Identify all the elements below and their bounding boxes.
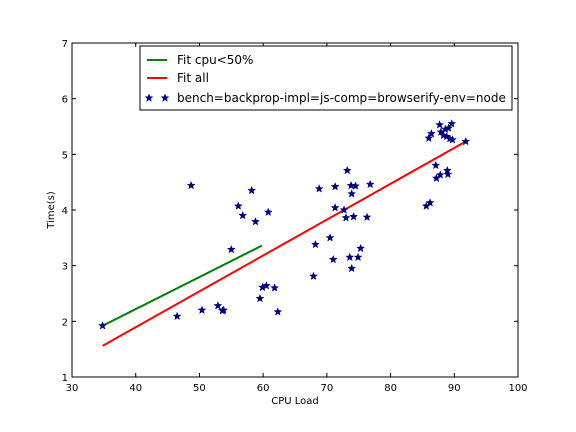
scatter-point: [339, 205, 349, 214]
x-axis-label: CPU Load: [271, 396, 319, 407]
legend-label-fit-cpu-lt-50: Fit cpu<50%: [177, 53, 253, 67]
scatter-point: [426, 129, 436, 138]
legend-star-marker: [160, 93, 170, 102]
scatter-point: [341, 213, 351, 222]
scatter-point: [424, 133, 434, 142]
scatter-point: [233, 201, 243, 210]
legend: Fit cpu<50% Fit all bench=backprop-impl=…: [139, 45, 513, 111]
scatter-point: [197, 305, 207, 315]
y-tick-label: 2: [62, 317, 68, 328]
y-tick-label: 4: [62, 206, 68, 217]
legend-label-bench: bench=backprop-impl=js-comp=browserify-e…: [177, 91, 506, 105]
scatter-point: [255, 293, 265, 303]
scatter-point: [309, 271, 318, 281]
scatter-point: [447, 119, 457, 128]
legend-swatch-bench-stars: [144, 93, 170, 102]
scatter-point: [172, 311, 182, 321]
x-tick-label: 50: [193, 383, 206, 394]
scatter-point: [349, 211, 359, 221]
plot-layer: [98, 45, 471, 347]
scatter-point: [447, 135, 457, 144]
scatter-point: [347, 263, 357, 273]
scatter-point: [273, 307, 283, 316]
scatter-point: [270, 283, 280, 292]
scatter-point: [314, 184, 324, 193]
x-tick-label: 30: [66, 383, 79, 394]
y-axis-label: Time(s): [46, 191, 57, 230]
scatter-point: [345, 252, 355, 262]
scatter-point: [356, 243, 366, 253]
scatter-point: [219, 305, 229, 315]
scatter-point: [261, 281, 271, 290]
legend-box: [139, 45, 513, 111]
scatter-point: [238, 210, 248, 220]
scatter-point: [362, 212, 372, 222]
scatter-point: [443, 169, 453, 179]
legend-star-marker: [144, 93, 154, 102]
x-tick-label: 40: [129, 383, 142, 394]
scatter-point: [461, 136, 471, 146]
scatter-point: [444, 123, 454, 132]
scatter-point: [365, 179, 375, 189]
scatter-point: [213, 301, 223, 310]
series-line-1: [102, 140, 467, 347]
legend-label-fit-all: Fit all: [177, 71, 209, 85]
scatter-point: [435, 170, 445, 179]
series-line-0: [102, 244, 263, 327]
y-tick-label: 5: [62, 150, 68, 161]
ticks-layer: 30 40 50 60 70 80 90 100 1 2 3 4 5 6 7: [62, 39, 528, 394]
scatter-point: [353, 252, 363, 262]
x-tick-label: 100: [508, 383, 527, 394]
scatter-point: [330, 181, 340, 191]
scatter-point: [263, 207, 273, 217]
x-tick-label: 60: [257, 383, 270, 394]
scatter-point: [435, 120, 445, 129]
y-tick-label: 6: [62, 95, 68, 106]
scatter-point: [342, 165, 352, 175]
scatter-point: [251, 216, 260, 226]
scatter-point: [310, 239, 320, 249]
scatter-point: [431, 160, 441, 170]
scatter-point: [330, 203, 340, 212]
x-tick-label: 80: [384, 383, 397, 394]
scatter-point: [226, 244, 236, 254]
scatter-point: [425, 198, 435, 207]
scatter-point: [186, 180, 196, 190]
scatter-point: [347, 189, 357, 198]
scatter-point: [98, 321, 108, 330]
scatter-point: [325, 233, 335, 242]
scatter-point: [328, 254, 338, 264]
y-tick-label: 3: [62, 262, 68, 273]
y-tick-label: 1: [62, 373, 68, 384]
scatter-point: [346, 180, 356, 190]
x-tick-label: 90: [448, 383, 461, 394]
scatter-point: [351, 181, 360, 190]
scatter-point: [247, 185, 257, 195]
y-tick-label: 7: [62, 39, 68, 50]
x-tick-label: 70: [320, 383, 333, 394]
